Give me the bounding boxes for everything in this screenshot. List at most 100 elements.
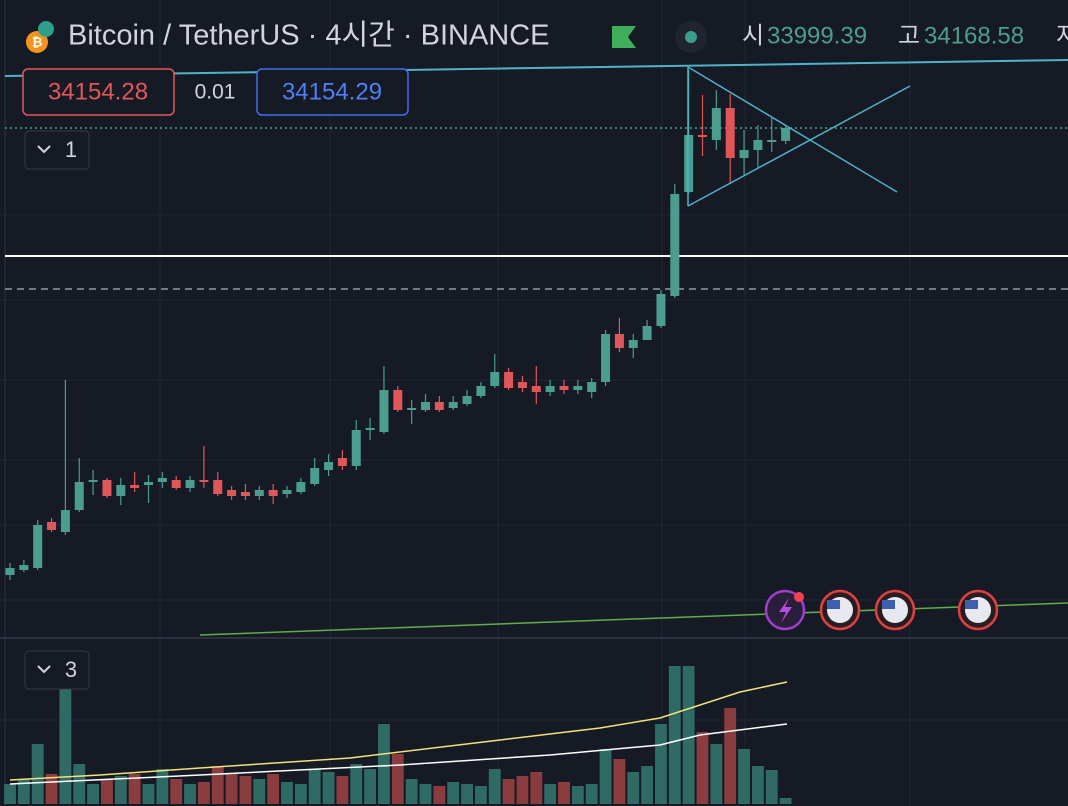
header: ₿ Bitcoin / TetherUS · 4시간 · BINANCE 시 3… xyxy=(26,20,1068,53)
volume-bar xyxy=(267,774,280,804)
symbol-title: Bitcoin / TetherUS · 4시간 · BINANCE xyxy=(68,20,550,52)
volume-bar xyxy=(350,764,363,804)
candle-body xyxy=(448,402,458,408)
candle-body xyxy=(476,386,486,396)
volume-bar xyxy=(17,779,30,804)
candle-body xyxy=(642,326,652,340)
volume-bar xyxy=(73,764,86,804)
candle-body xyxy=(379,390,389,432)
volume-bar xyxy=(461,784,473,804)
candle-body xyxy=(711,108,721,140)
candle-body xyxy=(656,294,666,326)
price-pane-toggle[interactable]: 1 xyxy=(24,130,90,170)
buy-price[interactable]: 34154.29 xyxy=(282,78,382,105)
volume-bar xyxy=(696,732,709,804)
volume-bar xyxy=(308,769,321,804)
svg-text:₿: ₿ xyxy=(32,34,43,49)
candle-body xyxy=(725,108,735,158)
volumes xyxy=(4,664,792,804)
volume-bar xyxy=(378,724,390,804)
trend-line[interactable] xyxy=(4,59,1068,77)
spread: 0.01 xyxy=(195,81,236,104)
candle-body xyxy=(199,480,209,482)
open-label: 시 xyxy=(742,22,764,49)
candle-body xyxy=(670,194,680,296)
volume-bar xyxy=(170,779,183,804)
candle-body xyxy=(296,482,306,492)
volume-bar xyxy=(225,774,238,804)
candle-body xyxy=(407,408,417,410)
volume-pane-toggle[interactable]: 3 xyxy=(24,650,90,690)
candle-body xyxy=(157,478,167,482)
volume-bar xyxy=(724,708,737,804)
buy-box[interactable] xyxy=(256,68,409,116)
candle-body xyxy=(74,482,84,510)
volume-bar xyxy=(447,782,460,804)
volume-bar xyxy=(516,776,529,804)
candle-body xyxy=(171,480,181,488)
volume-bar xyxy=(599,749,612,804)
candle-body xyxy=(490,372,500,386)
candle-body xyxy=(504,372,514,388)
volume-bar xyxy=(239,776,252,804)
volume-bar xyxy=(405,779,418,804)
volume-bar xyxy=(738,749,750,804)
volume-bar xyxy=(751,766,764,804)
candle-body xyxy=(559,386,569,390)
volume-bar xyxy=(585,784,598,804)
flag-icon[interactable] xyxy=(612,26,636,48)
volume-bar xyxy=(641,766,654,804)
event-icons[interactable] xyxy=(764,589,999,631)
volume-bar xyxy=(765,770,778,804)
candle-body xyxy=(240,492,250,496)
candle-body xyxy=(310,468,320,484)
triangle-drawing[interactable] xyxy=(687,66,911,207)
volume-bar xyxy=(544,784,557,804)
sell-box[interactable] xyxy=(22,68,175,116)
candle-body xyxy=(462,396,472,404)
candle-body xyxy=(116,485,126,496)
volume-bar xyxy=(364,769,377,804)
volume-bar xyxy=(530,772,543,804)
volume-bar xyxy=(558,782,570,804)
volume-bar xyxy=(87,784,100,804)
candle-body xyxy=(365,428,375,430)
green-line[interactable] xyxy=(199,602,1068,636)
volume-bar xyxy=(779,798,792,804)
candle-body xyxy=(767,140,777,142)
low-label: 저 xyxy=(1056,22,1068,49)
candle-body xyxy=(351,430,361,466)
candle-body xyxy=(531,386,541,392)
candle-body xyxy=(628,340,638,348)
candle-body xyxy=(254,490,264,496)
volume-bar xyxy=(281,782,293,804)
sell-price[interactable]: 34154.28 xyxy=(48,78,148,105)
volume-bar xyxy=(682,666,695,804)
high-value: 34168.58 xyxy=(924,22,1024,49)
candle-body xyxy=(421,402,430,410)
candle-body xyxy=(393,390,403,410)
volume-bar xyxy=(156,769,169,804)
candle-body xyxy=(19,565,29,570)
volume-bar xyxy=(4,784,16,804)
candle-body xyxy=(324,462,334,470)
candle-body xyxy=(213,480,223,494)
volume-bar xyxy=(474,786,487,804)
volume-bar xyxy=(211,766,224,804)
candle-body xyxy=(282,490,292,494)
volume-bar xyxy=(391,754,404,804)
volume-bar xyxy=(114,776,127,804)
volume-bar xyxy=(710,744,723,804)
candle-body xyxy=(601,334,611,382)
volume-bar xyxy=(59,664,72,804)
candle-body xyxy=(698,135,707,137)
volume-bar xyxy=(322,772,335,804)
candle-body xyxy=(614,334,624,348)
volume-bar xyxy=(142,784,155,804)
volume-bar xyxy=(571,786,584,804)
volume-bar xyxy=(31,744,44,804)
volume-bar xyxy=(488,769,501,804)
pane-label: 1 xyxy=(65,137,77,162)
